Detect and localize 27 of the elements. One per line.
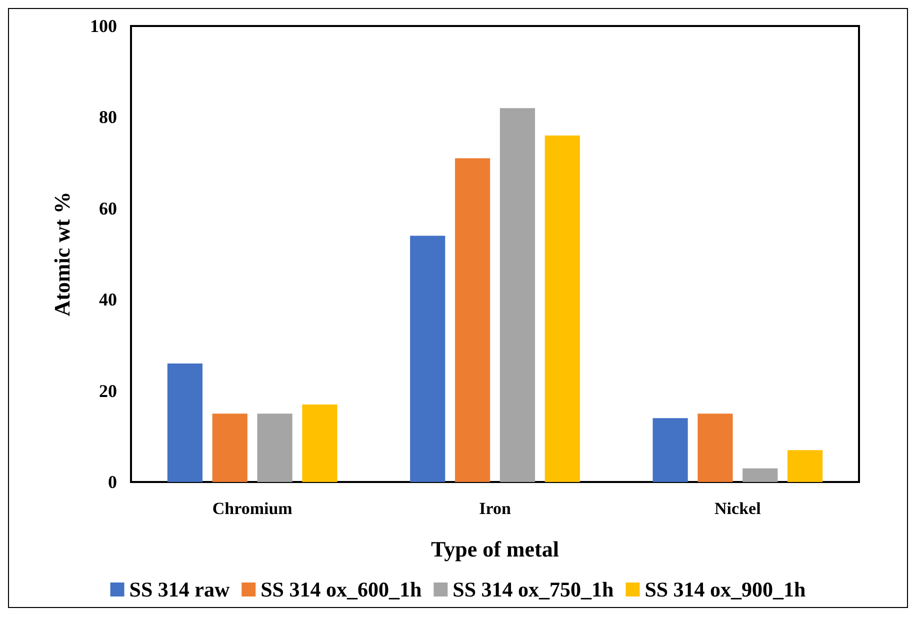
bar — [500, 108, 536, 482]
legend-label: SS 314 ox_900_1h — [644, 578, 806, 602]
bar — [167, 363, 202, 482]
y-tick-label: 0 — [108, 472, 117, 492]
y-axis-title: Atomic wt % — [50, 192, 74, 316]
bar — [652, 418, 688, 482]
y-tick-label: 40 — [99, 290, 117, 310]
legend-label: SS 314 ox_600_1h — [260, 578, 422, 602]
bar — [698, 414, 733, 482]
bar — [544, 135, 580, 482]
bar — [302, 404, 338, 482]
y-tick-label: 80 — [99, 107, 117, 128]
legend-label: SS 314 raw — [129, 578, 230, 602]
bar — [742, 468, 778, 482]
x-tick-label: Nickel — [714, 499, 762, 518]
bar — [788, 450, 823, 482]
legend-label: SS 314 ox_750_1h — [452, 578, 614, 602]
x-axis-title: Type of metal — [431, 536, 559, 562]
bar — [257, 414, 292, 482]
bar — [212, 414, 248, 482]
x-tick-label: Iron — [479, 499, 512, 518]
y-tick-label: 100 — [90, 16, 117, 36]
y-tick-label: 20 — [99, 380, 117, 401]
bar — [410, 236, 446, 482]
x-tick-label: Chromium — [212, 499, 292, 518]
bar — [454, 158, 490, 482]
y-tick-label: 60 — [99, 198, 117, 218]
